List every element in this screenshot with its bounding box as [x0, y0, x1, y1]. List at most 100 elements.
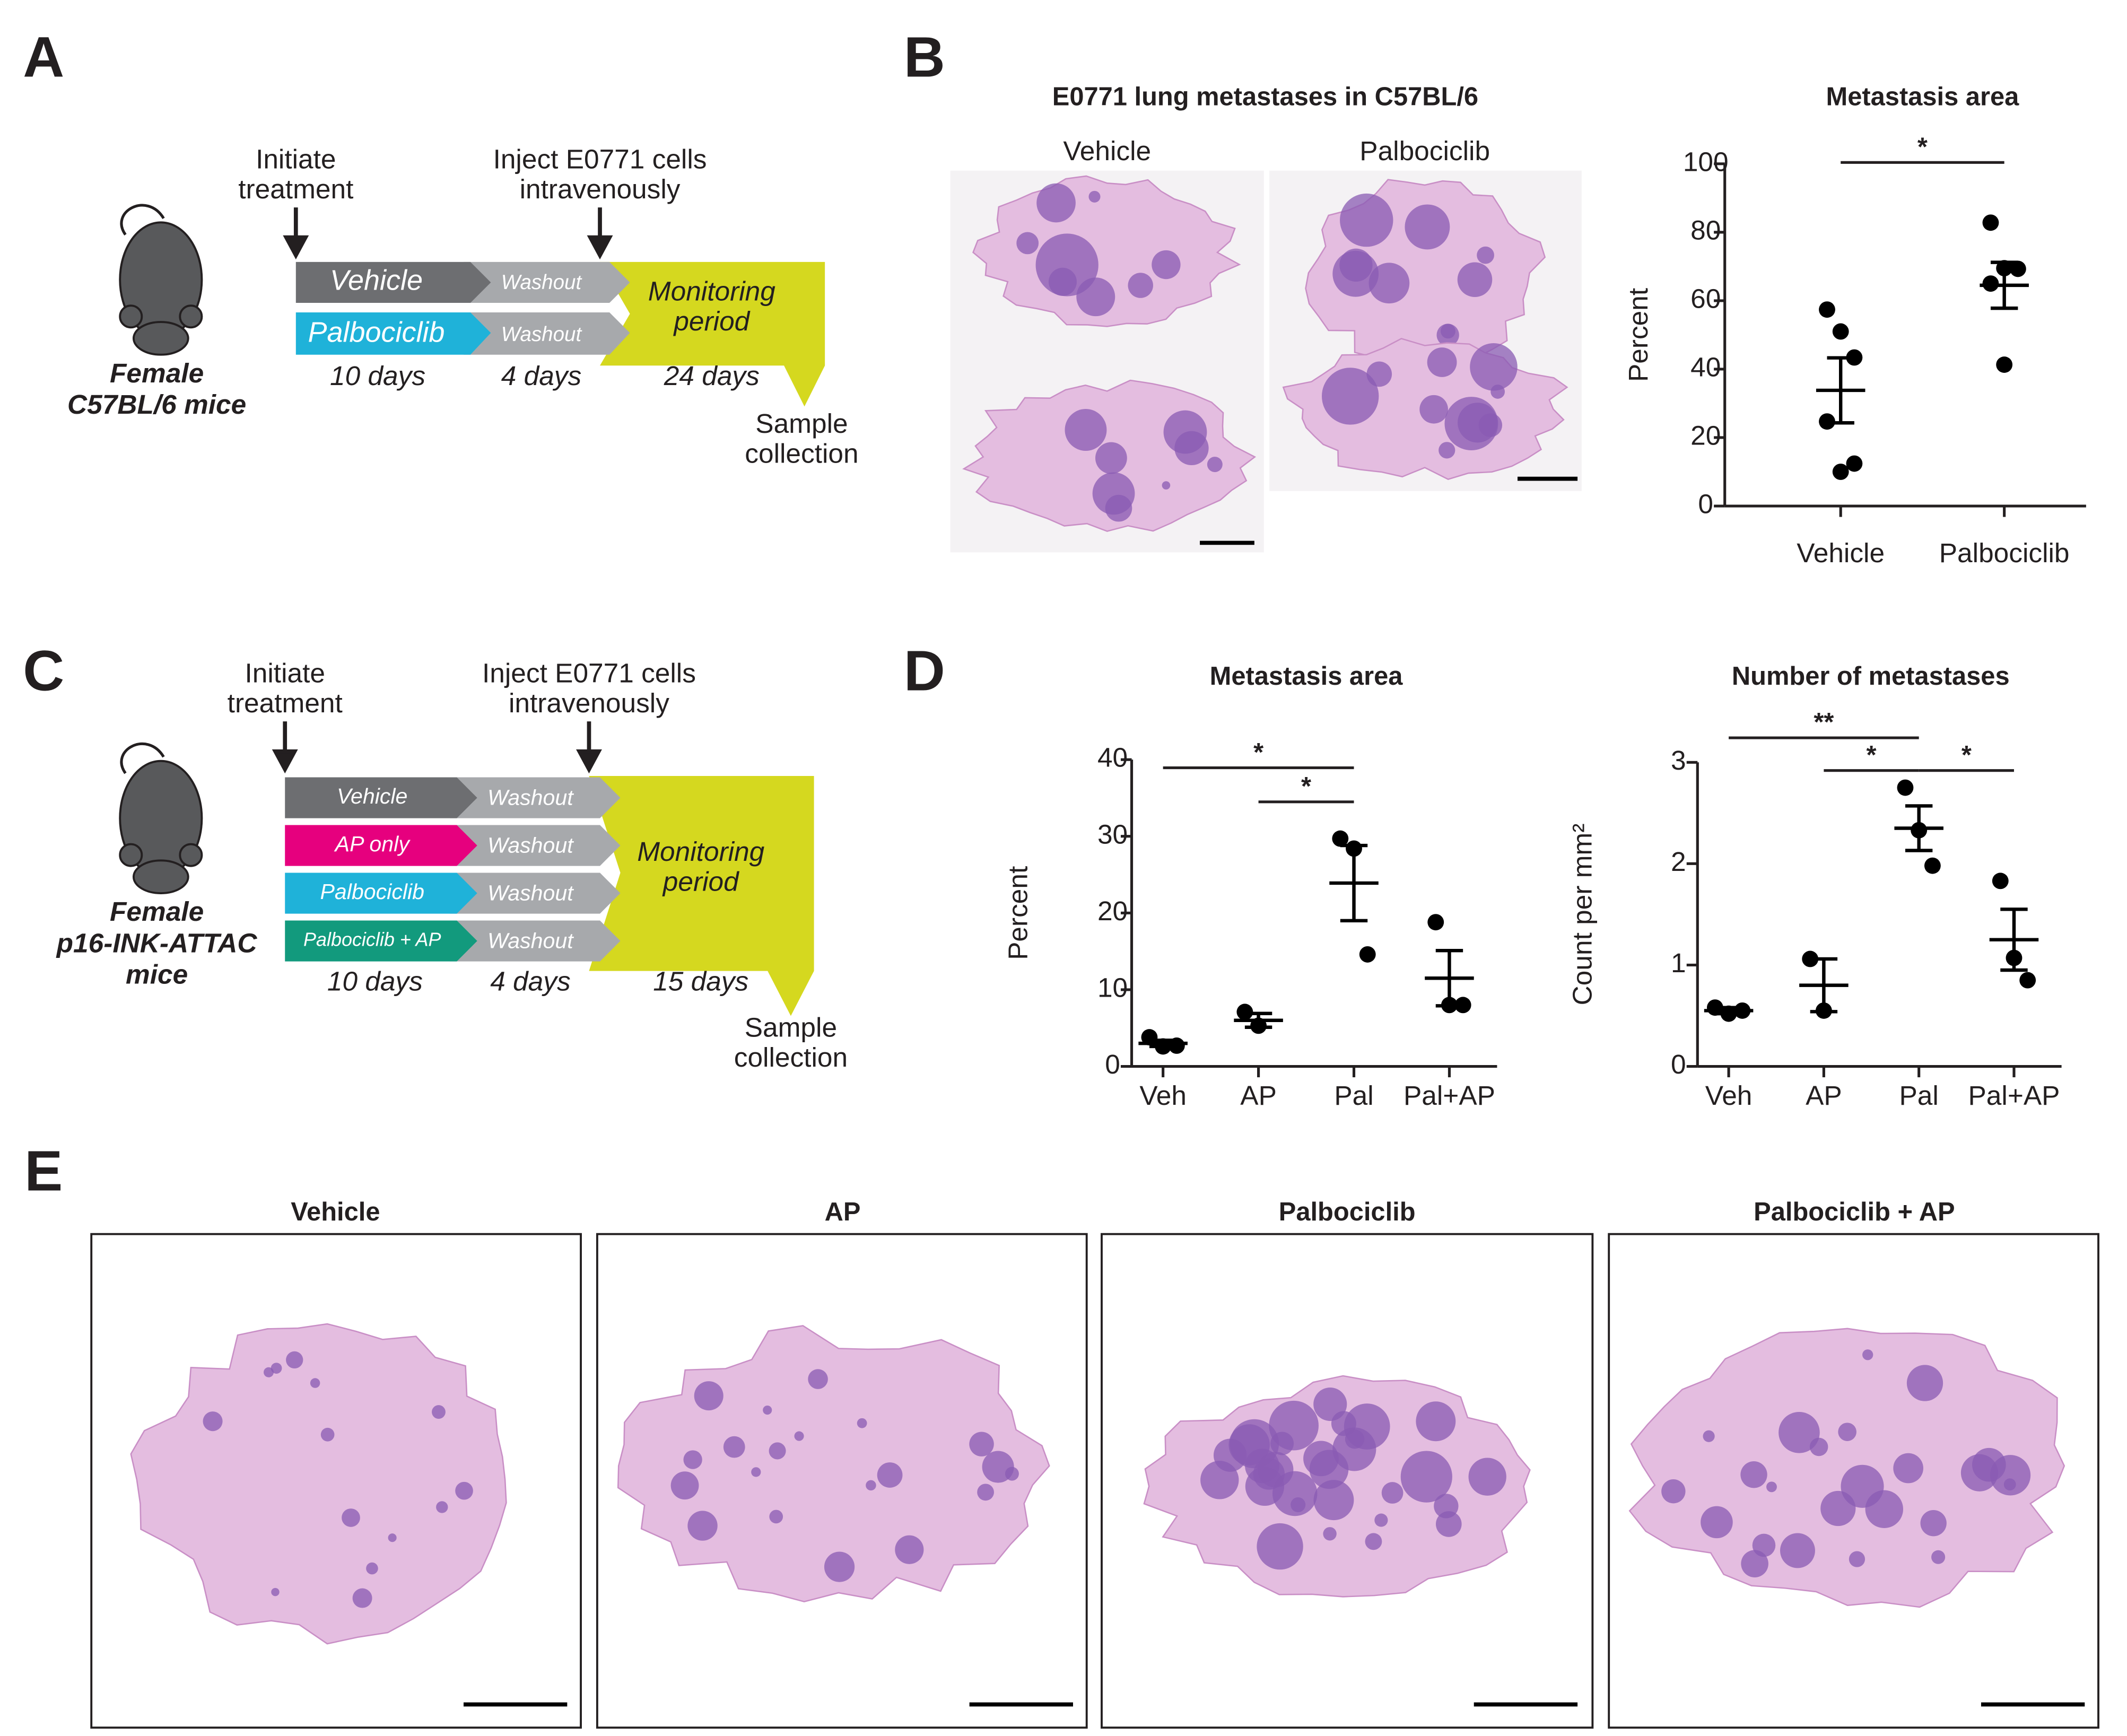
tumor — [977, 1484, 994, 1501]
error-bar — [1244, 1011, 1272, 1029]
tumor — [1740, 1461, 1767, 1488]
monitoring-block — [600, 261, 825, 407]
tumor — [1092, 472, 1135, 515]
panel-label: D — [904, 638, 945, 702]
mouse-icon — [119, 204, 203, 356]
arrows — [283, 207, 613, 260]
y-tick-label: 20 — [1097, 895, 1128, 926]
group-label: Vehicle — [330, 265, 423, 296]
treatment-bar — [295, 312, 491, 355]
tumor — [1470, 343, 1518, 391]
tumor — [1200, 1461, 1239, 1499]
duration: 4 days — [490, 965, 570, 996]
tumor — [286, 1351, 303, 1369]
tumor — [763, 1405, 772, 1415]
y-axis-label: Percent — [1623, 288, 1653, 382]
y-tick-label: 40 — [1690, 352, 1721, 382]
monitoring-label: period — [673, 306, 750, 336]
duration: 10 days — [330, 360, 425, 391]
x-tick-label: Palbociclib — [1939, 537, 2070, 568]
tumor — [1416, 1401, 1456, 1442]
treatment-bar — [285, 873, 477, 914]
washout-bar — [450, 873, 621, 914]
y-tick-label: 0 — [1105, 1049, 1120, 1079]
tumor — [877, 1462, 903, 1488]
tumor — [1322, 368, 1379, 425]
tumor — [1365, 1533, 1382, 1550]
x-tick-label: AP — [1806, 1080, 1842, 1111]
tumor — [1703, 1430, 1715, 1442]
error-bar — [1435, 948, 1463, 1008]
group-label: Vehicle — [337, 784, 407, 808]
tumor — [1427, 347, 1457, 377]
data-point — [1924, 857, 1941, 874]
error-bar — [1340, 843, 1368, 922]
tumor — [723, 1436, 745, 1458]
tumor — [670, 1471, 699, 1500]
duration: 15 days — [653, 965, 748, 996]
y-axis-label: Percent — [1002, 866, 1033, 960]
collection-label: collection — [734, 1042, 848, 1072]
tumor — [1048, 267, 1077, 296]
error-bar — [1149, 1039, 1177, 1049]
tumor — [1444, 397, 1498, 451]
tumor — [432, 1405, 446, 1419]
data-point — [1819, 301, 1835, 318]
step-label: treatment — [228, 687, 343, 718]
tumor — [1701, 1506, 1733, 1539]
y-tick-label: 1 — [1671, 947, 1686, 978]
tumor — [1128, 273, 1153, 298]
tumor — [1436, 324, 1459, 346]
step-label: Initiate — [245, 657, 325, 688]
tumor — [1207, 457, 1223, 473]
tumor — [1849, 1551, 1866, 1567]
data-point — [1846, 455, 1863, 472]
error-bar — [1905, 804, 1933, 852]
washout-label: Washout — [501, 271, 583, 294]
tumor — [1313, 1387, 1347, 1421]
data-point — [1982, 275, 1999, 292]
panel-label: A — [23, 25, 64, 89]
y-tick-label: 40 — [1097, 742, 1128, 773]
image-label: AP — [825, 1198, 861, 1226]
treatment-bar — [285, 777, 477, 818]
error-bar — [1810, 957, 1838, 1014]
collection-label: Sample — [745, 1012, 837, 1043]
y-tick-label: 60 — [1690, 283, 1721, 313]
y-tick-label: 0 — [1698, 488, 1713, 519]
treatment-bar — [295, 261, 491, 303]
tumor — [310, 1378, 320, 1388]
monitoring-block — [589, 775, 814, 1016]
data-point — [1332, 830, 1349, 847]
image-label: Palbociclib — [1359, 135, 1490, 166]
washout-label: Washout — [501, 323, 583, 346]
washout-bar — [450, 920, 621, 962]
tumor — [1468, 1458, 1506, 1496]
tumor — [1269, 1400, 1319, 1451]
collection-label: collection — [745, 438, 858, 468]
error-bar — [1990, 260, 2018, 310]
washout-label: Washout — [487, 928, 574, 953]
x-tick-label: Pal+AP — [1404, 1080, 1495, 1111]
chart-title: Metastasis area — [1826, 82, 2020, 111]
washout-bar — [463, 312, 630, 355]
scale-bars — [463, 476, 2085, 1707]
error-bar — [2000, 908, 2028, 972]
tumor — [1838, 1423, 1856, 1441]
data-point — [1832, 464, 1849, 480]
timeline-bars: Vehicle Washout AP only Washout Palbociclib W… — [285, 777, 621, 962]
tumor — [769, 1510, 783, 1524]
tumor — [388, 1533, 397, 1542]
group-label: Palbociclib + AP — [303, 929, 441, 950]
tumor — [1323, 1527, 1337, 1541]
error-bar — [1715, 1006, 1742, 1016]
duration: 4 days — [501, 360, 581, 391]
collection-label: Sample — [755, 408, 848, 439]
duration: 24 days — [664, 360, 760, 391]
tumor — [1780, 1533, 1815, 1568]
charts: Metastasis areaPercent020406080100Vehicl… — [1002, 82, 2086, 1111]
panel-title: E0771 lung metastases in C57BL/6 — [1052, 82, 1478, 111]
treatment-bar — [285, 825, 477, 866]
data-point — [1832, 323, 1849, 340]
tumor — [1313, 1480, 1354, 1521]
